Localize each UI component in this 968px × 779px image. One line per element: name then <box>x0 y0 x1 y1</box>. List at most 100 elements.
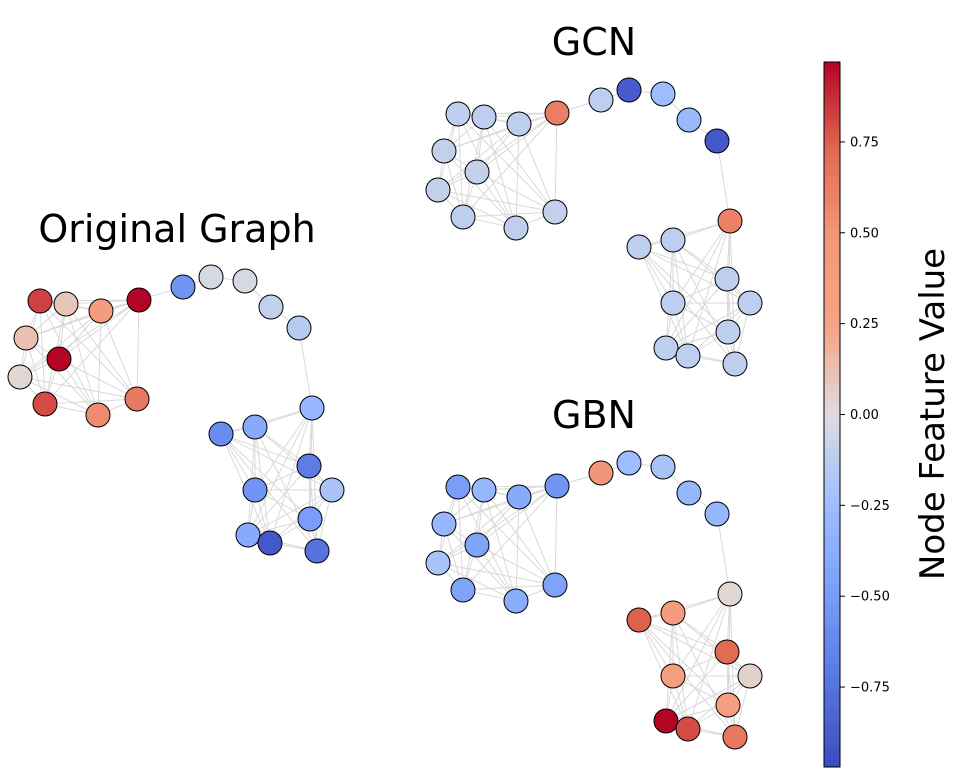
colorbar-ticks: 0.75 0.50 0.25 0.00 −0.25 −0.50 −0.75 <box>840 135 890 696</box>
nodes-original <box>7 264 345 564</box>
colorbar-tick-label: 0.75 <box>850 135 879 150</box>
graph-edge <box>437 562 556 586</box>
graph-node <box>445 101 471 127</box>
graph-node <box>53 291 79 317</box>
graph-edge <box>39 300 46 405</box>
graph-node <box>170 274 196 300</box>
graph-node <box>737 663 763 689</box>
graph-node <box>297 506 323 532</box>
graph-node <box>7 364 33 390</box>
graph-node <box>715 319 741 345</box>
colorbar-label: Node Feature Value <box>913 248 953 580</box>
graph-node <box>616 450 642 476</box>
graph-edge <box>247 407 313 536</box>
graph-edge <box>443 485 558 525</box>
graph-node <box>471 104 497 130</box>
nodes-gcn <box>425 77 763 377</box>
graph-node <box>445 474 471 500</box>
graph-node <box>542 572 568 598</box>
graph-node <box>660 290 686 316</box>
graph-edge <box>672 612 751 677</box>
graph-node <box>506 484 532 510</box>
graph-node <box>232 268 258 294</box>
graph-edge <box>716 140 731 222</box>
graph-edge <box>476 544 556 586</box>
graph-node <box>737 290 763 316</box>
graph-edge <box>687 220 731 357</box>
graph-edge <box>437 112 558 191</box>
graph-node <box>660 663 686 689</box>
graph-node <box>616 77 642 103</box>
graph-edge <box>100 310 138 400</box>
colorbar-gradient <box>823 61 841 768</box>
edges-original <box>19 276 333 552</box>
graph-edge <box>638 246 751 304</box>
graph-edge <box>254 426 333 491</box>
graph-node <box>242 477 268 503</box>
graph-edge <box>457 113 464 218</box>
graph-node <box>544 100 570 126</box>
graph-edge <box>476 485 558 546</box>
graph-edge <box>220 433 318 552</box>
graph-edge <box>462 211 556 218</box>
graph-edge <box>638 246 729 333</box>
graph-edge <box>443 112 558 152</box>
colorbar-tick-label: −0.25 <box>850 499 890 514</box>
graph-edge <box>462 485 558 591</box>
graph-edge <box>672 220 731 304</box>
graph-edge <box>457 486 464 591</box>
graph-edge <box>19 376 99 416</box>
panel-gbn: GBN <box>425 393 763 750</box>
graph-node <box>722 724 748 750</box>
colorbar-tick-label: −0.50 <box>850 590 890 605</box>
graph-node <box>676 480 702 506</box>
graph-node <box>715 692 741 718</box>
graph-node <box>704 128 730 154</box>
graph-edge <box>254 407 313 491</box>
graph-node <box>650 81 676 107</box>
graph-node <box>675 343 701 369</box>
graph-edge <box>247 465 310 536</box>
graph-edge <box>437 485 558 564</box>
graph-node <box>46 346 72 372</box>
graph-edge <box>269 407 313 544</box>
graph-node <box>717 581 743 607</box>
graph-node <box>471 477 497 503</box>
graph-node <box>650 454 676 480</box>
graph-edge <box>19 310 102 378</box>
graph-node <box>286 315 312 341</box>
graph-node <box>542 199 568 225</box>
graph-node <box>653 335 679 361</box>
colorbar-tick-label: −0.75 <box>850 681 890 696</box>
panel-gcn: GCN <box>425 20 763 377</box>
graph-node <box>704 501 730 527</box>
graph-edge <box>437 123 520 191</box>
graph-edge <box>19 299 140 378</box>
graph-node <box>714 639 740 665</box>
graph-node <box>242 414 268 440</box>
graph-edge <box>554 485 558 586</box>
graph-node <box>503 215 529 241</box>
graph-edge <box>220 433 311 520</box>
graph-node <box>722 351 748 377</box>
graph-node <box>660 600 686 626</box>
graph-node <box>425 177 451 203</box>
graph-node <box>588 460 614 486</box>
graph-node <box>717 208 743 234</box>
graph-edge <box>672 593 731 677</box>
graph-edge <box>298 327 313 409</box>
graph-edge <box>518 123 556 213</box>
panel-title-gcn: GCN <box>552 20 636 64</box>
graph-edge <box>638 619 736 738</box>
graph-node <box>304 538 330 564</box>
graph-node <box>544 473 570 499</box>
graph-edge <box>638 246 736 365</box>
graph-edge <box>672 239 751 304</box>
graph-edge <box>44 398 138 405</box>
graph-node <box>32 391 58 417</box>
graph-node <box>13 325 39 351</box>
graph-node <box>503 588 529 614</box>
graph-node <box>88 298 114 324</box>
graph-edge <box>25 299 140 339</box>
graph-node <box>714 266 740 292</box>
